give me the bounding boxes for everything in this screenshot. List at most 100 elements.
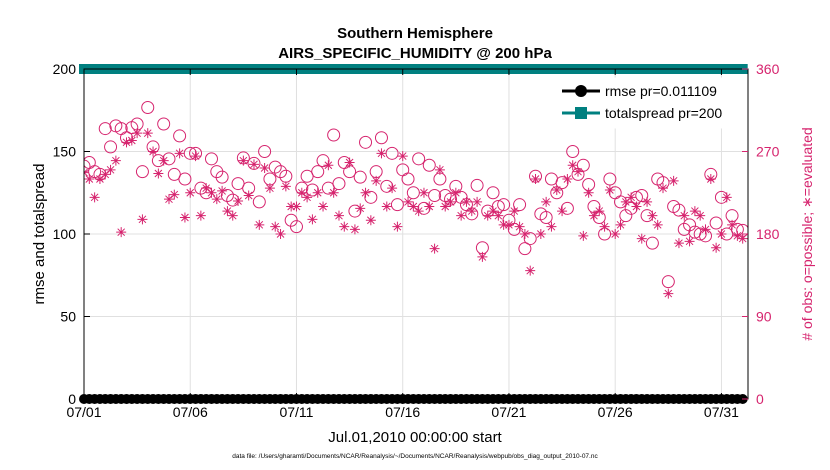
possible-obs-marker bbox=[215, 170, 229, 184]
y-left-tick-label: 200 bbox=[53, 61, 77, 77]
evaluated-obs-marker bbox=[418, 187, 429, 198]
evaluated-obs-marker bbox=[392, 221, 403, 232]
evaluated-obs-marker bbox=[440, 201, 451, 212]
possible-obs-marker bbox=[693, 227, 707, 241]
evaluated-obs-marker bbox=[94, 174, 105, 184]
evaluated-obs-marker bbox=[673, 238, 684, 249]
y-axis-label-right: # of obs: o=possible; ∗=evaluated bbox=[799, 127, 815, 340]
y-right-tick-label: 0 bbox=[756, 391, 764, 407]
evaluated-obs-marker bbox=[716, 229, 727, 239]
evaluated-obs-marker bbox=[482, 210, 493, 221]
evaluated-obs-marker bbox=[360, 187, 371, 198]
evaluated-obs-marker bbox=[169, 189, 180, 200]
evaluated-obs-marker bbox=[684, 236, 695, 247]
evaluated-obs-marker bbox=[668, 175, 679, 186]
evaluated-obs-marker bbox=[206, 187, 217, 198]
possible-obs-marker bbox=[454, 190, 468, 204]
evaluated-obs-marker bbox=[105, 164, 116, 175]
evaluated-obs-marker bbox=[514, 221, 525, 232]
possible-obs-marker bbox=[204, 152, 218, 166]
evaluated-obs-marker bbox=[217, 185, 228, 196]
y-right-tick-label: 180 bbox=[756, 226, 780, 242]
evaluated-obs-marker bbox=[429, 243, 440, 254]
evaluated-obs-marker bbox=[567, 160, 578, 171]
evaluated-obs-marker bbox=[583, 187, 594, 198]
possible-obs-marker bbox=[497, 198, 511, 212]
chart-title: Southern Hemisphere bbox=[337, 25, 493, 42]
evaluated-obs-marker bbox=[631, 201, 642, 212]
possible-obs-marker bbox=[162, 152, 176, 166]
data-points bbox=[84, 101, 748, 299]
x-axis-label: Jul.01,2010 00:00:00 start bbox=[328, 429, 502, 446]
possible-obs-marker bbox=[311, 165, 325, 179]
possible-obs-marker bbox=[348, 204, 362, 218]
evaluated-obs-marker bbox=[163, 194, 174, 205]
evaluated-obs-marker bbox=[280, 181, 291, 192]
evaluated-obs-marker bbox=[195, 210, 206, 221]
possible-obs-marker bbox=[539, 211, 553, 224]
evaluated-obs-marker bbox=[302, 192, 313, 203]
evaluated-obs-marker bbox=[403, 196, 414, 207]
possible-obs-marker bbox=[173, 129, 187, 143]
evaluated-obs-marker bbox=[132, 128, 143, 139]
possible-obs-marker bbox=[428, 189, 442, 202]
evaluated-obs-marker bbox=[387, 183, 398, 194]
possible-obs-marker bbox=[619, 209, 633, 223]
evaluated-obs-marker bbox=[328, 187, 339, 198]
evaluated-obs-marker bbox=[137, 214, 148, 225]
evaluated-obs-marker bbox=[397, 151, 408, 162]
possible-obs-marker bbox=[84, 159, 91, 173]
evaluated-obs-marker bbox=[695, 210, 706, 221]
evaluated-obs-marker bbox=[493, 210, 504, 221]
possible-obs-marker bbox=[141, 101, 155, 114]
evaluated-obs-marker bbox=[296, 187, 307, 198]
y-left-tick-label: 0 bbox=[68, 391, 76, 407]
evaluated-obs-marker bbox=[562, 174, 573, 184]
evaluated-obs-marker bbox=[737, 233, 748, 244]
possible-obs-marker bbox=[321, 181, 335, 195]
evaluated-obs-marker bbox=[700, 224, 711, 235]
evaluated-obs-marker bbox=[413, 206, 424, 217]
legend: rmse pr=0.011109 totalspread pr=200 bbox=[539, 77, 746, 129]
evaluated-obs-marker bbox=[110, 155, 121, 166]
evaluated-obs-marker bbox=[153, 168, 164, 179]
evaluated-obs-marker bbox=[546, 221, 557, 232]
evaluated-obs-marker bbox=[307, 214, 318, 225]
legend-spread-label: totalspread pr=200 bbox=[605, 105, 722, 121]
evaluated-obs-marker bbox=[615, 219, 626, 230]
y-left-tick-label: 50 bbox=[60, 309, 76, 325]
evaluated-obs-marker bbox=[142, 128, 153, 139]
axes: 07/01 07/06 07/11 07/16 07/21 07/26 07/31 0 50 10… bbox=[53, 61, 780, 420]
evaluated-obs-marker bbox=[424, 201, 435, 212]
evaluated-obs-marker bbox=[339, 221, 350, 232]
evaluated-obs-marker bbox=[254, 219, 265, 230]
evaluated-obs-marker bbox=[312, 187, 323, 198]
possible-obs-marker bbox=[523, 232, 537, 246]
evaluated-obs-marker bbox=[578, 230, 589, 241]
evaluated-obs-marker bbox=[158, 155, 169, 166]
possible-obs-marker bbox=[135, 165, 149, 179]
possible-obs-marker bbox=[359, 135, 373, 149]
evaluated-obs-marker bbox=[116, 227, 127, 238]
evaluated-obs-marker bbox=[588, 210, 599, 221]
evaluated-obs-marker bbox=[126, 135, 137, 146]
evaluated-obs-marker bbox=[291, 201, 302, 212]
evaluated-obs-marker bbox=[323, 160, 334, 171]
evaluated-obs-marker bbox=[461, 196, 472, 207]
evaluated-obs-marker bbox=[190, 151, 201, 162]
evaluated-obs-marker bbox=[264, 183, 275, 194]
evaluated-obs-marker bbox=[689, 206, 700, 217]
evaluated-obs-marker bbox=[610, 229, 621, 239]
legend-rmse-marker bbox=[575, 85, 587, 97]
y-left-tick-label: 100 bbox=[53, 226, 77, 242]
possible-obs-marker bbox=[518, 242, 532, 256]
evaluated-obs-marker bbox=[318, 201, 329, 212]
possible-obs-marker bbox=[289, 220, 303, 234]
evaluated-obs-marker bbox=[233, 196, 244, 206]
possible-obs-marker bbox=[178, 172, 192, 186]
evaluated-obs-marker bbox=[365, 215, 376, 226]
possible-obs-marker bbox=[486, 186, 500, 200]
evaluated-obs-marker bbox=[551, 185, 562, 195]
evaluated-obs-marker bbox=[121, 137, 132, 148]
